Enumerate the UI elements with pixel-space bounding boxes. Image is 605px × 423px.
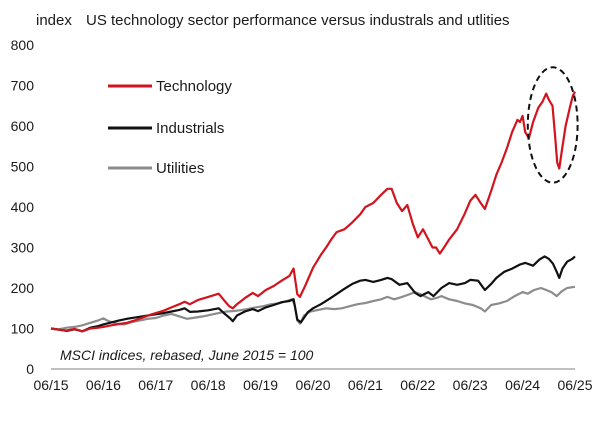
series-line-technology xyxy=(50,91,576,333)
x-tick-labels: 06/15 06/16 06/17 06/18 06/19 06/20 06/21 06/22… xyxy=(33,377,592,393)
legend-label-utilities: Utilities xyxy=(156,160,204,177)
y-tick-label: 400 xyxy=(11,199,35,215)
x-tick-label: 06/15 xyxy=(33,377,68,393)
series-lines xyxy=(50,91,576,333)
legend: Technology Industrials Utilities xyxy=(108,78,232,177)
x-tick-label: 06/23 xyxy=(453,377,488,393)
x-tick-label: 06/20 xyxy=(295,377,330,393)
x-tick-label: 06/16 xyxy=(86,377,121,393)
legend-label-industrials: Industrials xyxy=(156,120,224,137)
y-tick-label: 800 xyxy=(11,37,35,53)
x-tick-label: 06/21 xyxy=(348,377,383,393)
chart-title: US technology sector performance versus … xyxy=(86,12,510,29)
y-tick-label: 100 xyxy=(11,321,35,337)
y-tick-label: 0 xyxy=(26,361,34,377)
source-note: MSCI indices, rebased, June 2015 = 100 xyxy=(60,347,314,363)
series-line-utilities xyxy=(50,285,576,331)
y-tick-label: 200 xyxy=(11,280,35,296)
y-tick-label: 500 xyxy=(11,159,35,175)
x-tick-label: 06/18 xyxy=(191,377,226,393)
x-tick-label: 06/19 xyxy=(243,377,278,393)
x-tick-label: 06/24 xyxy=(505,377,540,393)
x-tick-label: 06/17 xyxy=(138,377,173,393)
x-tick-label: 06/22 xyxy=(400,377,435,393)
y-tick-label: 600 xyxy=(11,118,35,134)
y-axis-label: index xyxy=(36,12,72,29)
y-tick-label: 700 xyxy=(11,78,35,94)
legend-label-technology: Technology xyxy=(156,78,232,95)
y-tick-labels: 0 100 200 300 400 500 600 700 800 xyxy=(11,37,35,377)
highlight-ellipse xyxy=(526,66,579,184)
y-tick-label: 300 xyxy=(11,240,35,256)
x-tick-label: 06/25 xyxy=(557,377,592,393)
